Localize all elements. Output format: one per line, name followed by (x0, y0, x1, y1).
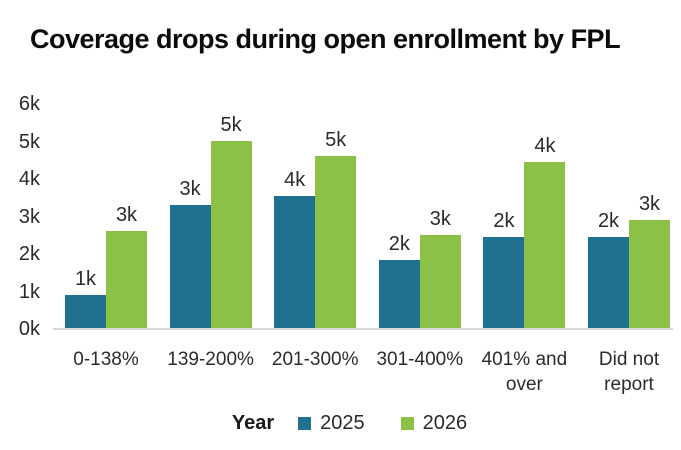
bar-2026-201-300% (315, 156, 357, 329)
y-tick-0k: 0k (18, 318, 40, 340)
x-axis-label-139-200%: 139-200% (167, 349, 254, 370)
y-tick-4k: 4k (18, 168, 40, 190)
legend-label-2025: 2025 (320, 412, 365, 434)
bar-value-label-2025-401% and over: 2k (493, 210, 515, 232)
bar-value-label-2025-139-200%: 3k (179, 178, 201, 200)
bar-value-label-2026-401% and over: 4k (534, 135, 556, 157)
y-axis: 0k 1k 2k 3k 4k 5k 6k (0, 0, 40, 450)
bar-2025-139-200% (169, 205, 211, 329)
bar-value-label-2026-301-400%: 3k (429, 208, 451, 230)
plot-area: 1k 3k 3k 5k 4k 5k 2k 3k 2k 4k 2k 3k (53, 85, 673, 329)
x-axis-line (53, 328, 673, 330)
bar-value-label-2026-Did not report: 3k (638, 193, 661, 215)
x-axis-label-201-300%: 201-300% (271, 349, 359, 370)
chart-title: Coverage drops during open enrollment by… (30, 24, 621, 54)
bar-2026-Did not report (629, 220, 670, 329)
x-axis-label-0-138%: 0-138% (73, 349, 139, 370)
x-axis-label-301-400%: 301-400% (376, 349, 464, 370)
bar-value-label-2026-0-138%: 3k (115, 204, 138, 226)
legend-swatch-2026 (400, 417, 414, 430)
bar-value-label-2025-301-400%: 2k (388, 233, 410, 255)
bar-2026-401% and over (524, 162, 566, 329)
bar-value-label-2025-0-138%: 1k (74, 268, 97, 290)
y-tick-3k: 3k (18, 205, 40, 228)
legend: Year 2025 2026 (0, 412, 681, 435)
bar-2025-201-300% (274, 196, 316, 329)
bar-2025-401% and over (483, 237, 525, 329)
bar-2025-301-400% (378, 260, 420, 329)
bar-2026-139-200% (210, 141, 252, 329)
legend-item-2026: 2026 (400, 412, 468, 435)
y-tick-2k: 2k (18, 243, 40, 265)
y-tick-5k: 5k (18, 130, 40, 153)
bar-value-label-2025-Did not report: 2k (597, 210, 620, 232)
bar-2025-0-138% (65, 295, 106, 329)
x-axis-label-401% and over: 401% and over (481, 349, 568, 395)
legend-item-2025: 2025 (298, 412, 365, 435)
bar-2025-Did not report (588, 237, 629, 329)
legend-title: Year (231, 412, 275, 434)
y-tick-6k: 6k (18, 93, 40, 115)
bar-2026-301-400% (419, 235, 461, 329)
legend-label-2026: 2026 (422, 412, 468, 434)
y-tick-1k: 1k (18, 280, 40, 303)
bar-value-label-2026-201-300%: 5k (325, 129, 347, 151)
legend-swatch-2025 (298, 417, 312, 430)
bar-value-label-2026-139-200%: 5k (220, 114, 242, 136)
bar-2026-0-138% (106, 231, 147, 329)
bar-value-label-2025-201-300%: 4k (284, 169, 306, 191)
x-axis-label-Did not report: Did not report (598, 349, 660, 395)
